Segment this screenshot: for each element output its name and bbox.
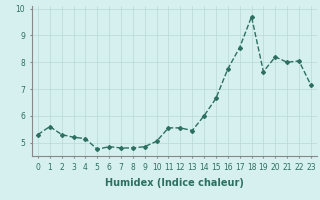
X-axis label: Humidex (Indice chaleur): Humidex (Indice chaleur) (105, 178, 244, 188)
